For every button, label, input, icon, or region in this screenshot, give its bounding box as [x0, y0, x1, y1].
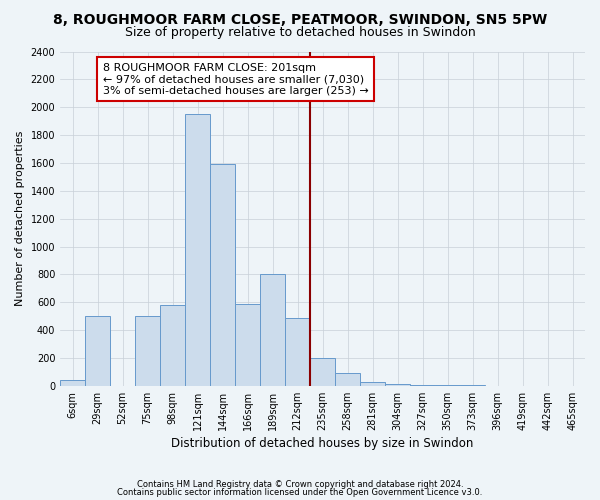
- Bar: [310, 358, 335, 386]
- Bar: [360, 382, 385, 386]
- Bar: [285, 318, 310, 386]
- Bar: [410, 384, 435, 386]
- X-axis label: Distribution of detached houses by size in Swindon: Distribution of detached houses by size …: [172, 437, 474, 450]
- Text: Size of property relative to detached houses in Swindon: Size of property relative to detached ho…: [125, 26, 475, 39]
- Bar: [85, 316, 110, 386]
- Bar: [135, 316, 160, 386]
- Bar: [260, 274, 285, 386]
- Text: Contains HM Land Registry data © Crown copyright and database right 2024.: Contains HM Land Registry data © Crown c…: [137, 480, 463, 489]
- Text: 8 ROUGHMOOR FARM CLOSE: 201sqm
← 97% of detached houses are smaller (7,030)
3% o: 8 ROUGHMOOR FARM CLOSE: 201sqm ← 97% of …: [103, 62, 368, 96]
- Bar: [235, 304, 260, 386]
- Y-axis label: Number of detached properties: Number of detached properties: [15, 131, 25, 306]
- Bar: [60, 380, 85, 386]
- Text: Contains public sector information licensed under the Open Government Licence v3: Contains public sector information licen…: [118, 488, 482, 497]
- Bar: [435, 385, 460, 386]
- Text: 8, ROUGHMOOR FARM CLOSE, PEATMOOR, SWINDON, SN5 5PW: 8, ROUGHMOOR FARM CLOSE, PEATMOOR, SWIND…: [53, 12, 547, 26]
- Bar: [335, 374, 360, 386]
- Bar: [385, 384, 410, 386]
- Bar: [160, 305, 185, 386]
- Bar: [185, 114, 210, 386]
- Bar: [210, 164, 235, 386]
